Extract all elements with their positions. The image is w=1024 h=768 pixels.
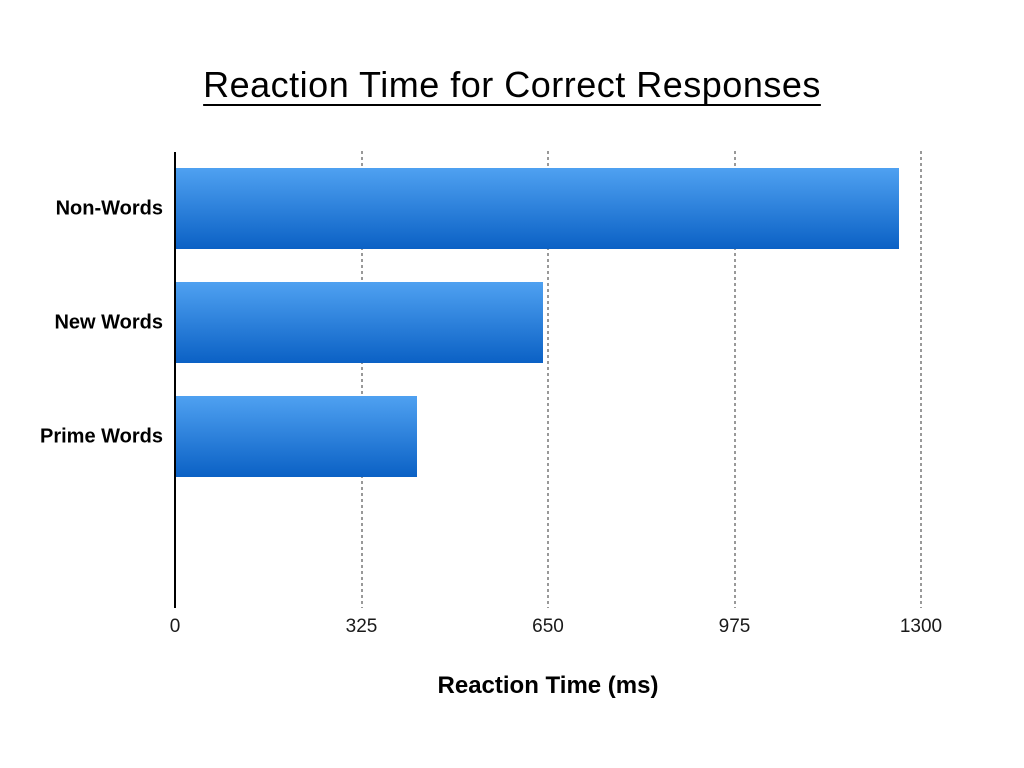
gridline-x-975 bbox=[733, 151, 736, 608]
gridline-x-650 bbox=[547, 151, 549, 608]
category-label-prime-words: Prime Words bbox=[40, 425, 163, 447]
y-axis-line bbox=[174, 152, 176, 608]
x-axis-label: Reaction Time (ms) bbox=[437, 672, 659, 699]
x-tick-label-1300: 1300 bbox=[899, 616, 943, 637]
chart-title: Reaction Time for Correct Responses bbox=[203, 64, 821, 105]
gridline-x-325 bbox=[360, 151, 363, 608]
bar-new-words bbox=[176, 282, 543, 363]
x-tick-label-650: 650 bbox=[532, 616, 564, 637]
x-tick-label-325: 325 bbox=[345, 616, 378, 637]
category-label-new-words: New Words bbox=[54, 311, 163, 333]
x-tick-label-0: 0 bbox=[169, 616, 181, 637]
bar-non-words bbox=[176, 168, 899, 249]
category-label-non-words: Non-Words bbox=[55, 197, 163, 219]
x-tick-label-975: 975 bbox=[718, 616, 751, 637]
gridline-x-1300 bbox=[920, 151, 922, 608]
bar-prime-words bbox=[176, 396, 417, 477]
